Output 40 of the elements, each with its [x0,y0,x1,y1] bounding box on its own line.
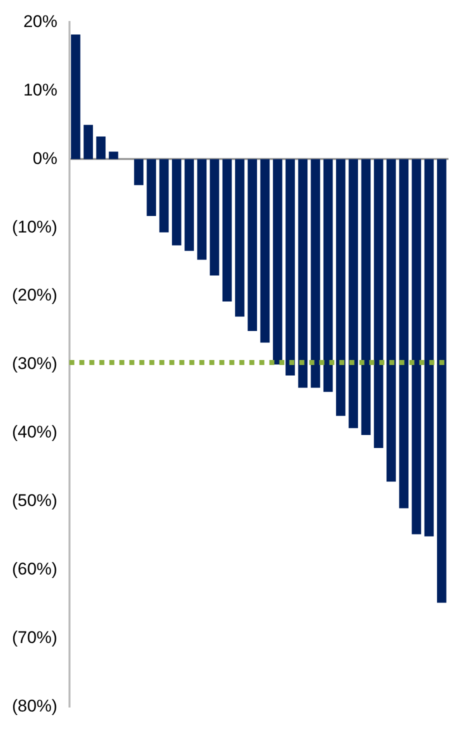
bar [248,159,258,331]
bar [184,159,194,251]
bar [210,159,220,276]
y-tick-label: (10%) [12,217,58,236]
bar [108,152,118,160]
y-tick-label: (70%) [12,628,58,648]
y-tick-label: (60%) [12,560,58,579]
bar [374,159,384,448]
bar [222,159,232,302]
y-tick-label: 0% [32,148,58,168]
bar [172,159,182,246]
bar [361,159,371,436]
bar [412,159,422,534]
bar [298,159,308,388]
bar [197,159,207,260]
y-tick-label: (40%) [12,422,58,442]
bar [159,159,169,232]
bar [386,159,396,482]
bar [437,159,446,603]
y-tick-label: (80%) [12,696,58,716]
bar [424,159,434,536]
y-tick-label: (50%) [12,491,58,510]
bar [286,159,295,376]
bar [272,159,282,364]
y-tick-label: 10% [23,80,58,100]
bar [134,159,144,186]
bar [260,159,270,343]
bar [323,159,333,392]
y-tick-label: 20% [23,12,58,31]
bar [96,136,106,160]
y-tick-label: (20%) [12,286,58,305]
bar [310,159,320,388]
bar [70,34,80,160]
bar [84,124,93,160]
bar [146,159,156,216]
bar [235,159,244,317]
bar [399,159,408,508]
y-tick-label: (30%) [12,354,58,374]
bar [348,159,358,428]
bar [336,159,346,416]
